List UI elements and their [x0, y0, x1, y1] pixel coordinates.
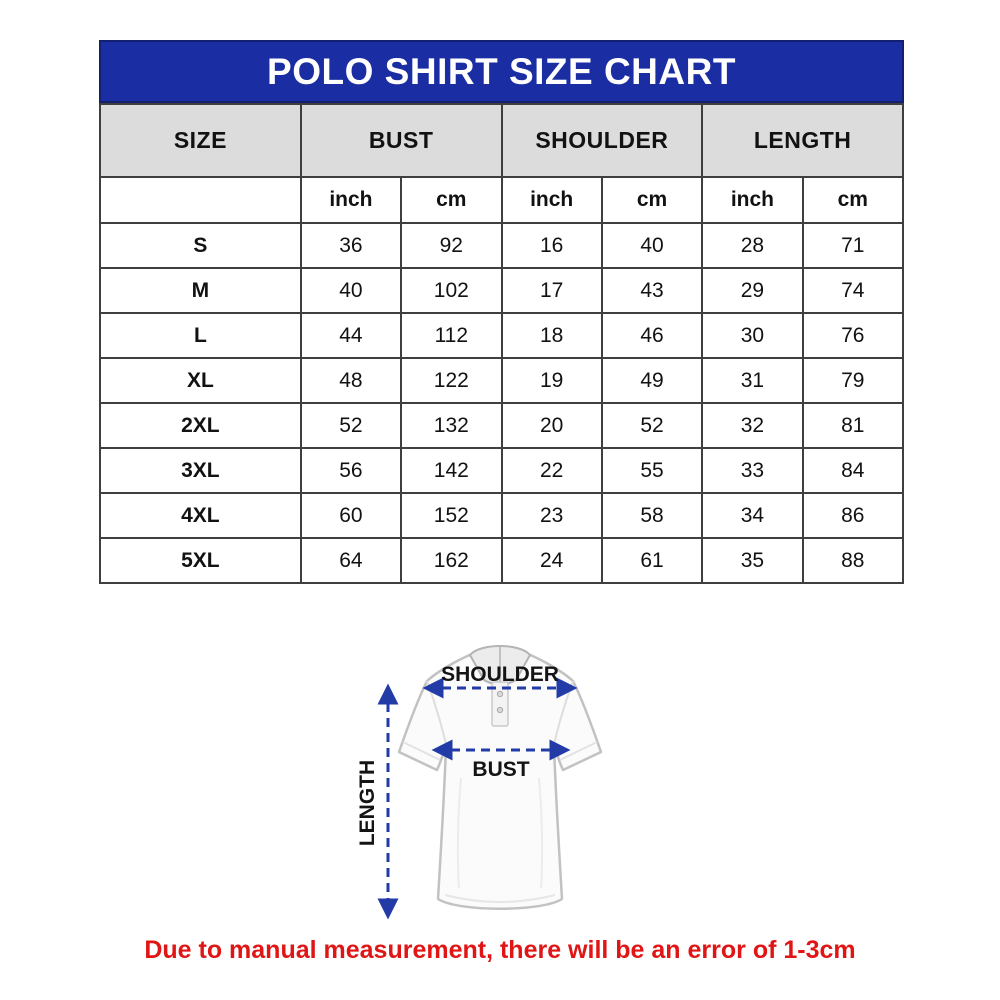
- column-header-length: LENGTH: [701, 103, 904, 178]
- size-chart-block: POLO SHIRT SIZE CHART SIZE BUST SHOULDER…: [99, 40, 905, 584]
- value-cell: 71: [801, 222, 905, 269]
- value-cell: 44: [299, 312, 403, 359]
- value-cell: 30: [701, 312, 804, 359]
- column-header-size: SIZE: [99, 103, 302, 178]
- value-cell: 23: [500, 492, 603, 539]
- size-cell: L: [99, 312, 302, 359]
- value-cell: 29: [701, 267, 804, 314]
- button: [496, 690, 504, 698]
- value-cell: 16: [500, 222, 603, 269]
- value-cell: 152: [400, 492, 503, 539]
- unit-cell: cm: [400, 176, 503, 224]
- table-row: 5XL 64 162 24 61 35 88: [99, 537, 905, 584]
- table-row: 4XL 60 152 23 58 34 86: [99, 492, 905, 539]
- page-title: POLO SHIRT SIZE CHART: [267, 50, 736, 92]
- value-cell: 76: [801, 312, 905, 359]
- size-cell: M: [99, 267, 302, 314]
- value-cell: 18: [500, 312, 603, 359]
- button: [496, 706, 504, 714]
- value-cell: 49: [600, 357, 704, 404]
- value-cell: 92: [400, 222, 503, 269]
- value-cell: 112: [400, 312, 503, 359]
- value-cell: 56: [299, 447, 403, 494]
- value-cell: 43: [600, 267, 704, 314]
- unit-cell: cm: [801, 176, 905, 224]
- value-cell: 58: [600, 492, 704, 539]
- unit-header-row: inch cm inch cm inch cm: [99, 176, 905, 224]
- value-cell: 36: [299, 222, 403, 269]
- size-chart-table: SIZE BUST SHOULDER LENGTH inch cm inch c…: [99, 103, 905, 584]
- table-row: L 44 112 18 46 30 76: [99, 312, 905, 359]
- value-cell: 102: [400, 267, 503, 314]
- value-cell: 48: [299, 357, 403, 404]
- shoulder-label: SHOULDER: [441, 663, 559, 686]
- table-row: 3XL 56 142 22 55 33 84: [99, 447, 905, 494]
- size-cell: XL: [99, 357, 302, 404]
- title-banner: POLO SHIRT SIZE CHART: [99, 40, 904, 103]
- value-cell: 24: [500, 537, 603, 584]
- unit-cell: cm: [600, 176, 704, 224]
- unit-cell: inch: [500, 176, 603, 224]
- value-cell: 52: [299, 402, 403, 449]
- polo-shirt-body: [397, 645, 603, 910]
- value-cell: 142: [400, 447, 503, 494]
- value-cell: 79: [801, 357, 905, 404]
- column-header-shoulder: SHOULDER: [500, 103, 704, 178]
- value-cell: 55: [600, 447, 704, 494]
- unit-cell-empty: [99, 176, 302, 224]
- table-row: XL 48 122 19 49 31 79: [99, 357, 905, 404]
- value-cell: 52: [600, 402, 704, 449]
- group-header-row: SIZE BUST SHOULDER LENGTH: [99, 103, 904, 178]
- value-cell: 35: [701, 537, 804, 584]
- value-cell: 81: [801, 402, 905, 449]
- size-cell: 4XL: [99, 492, 302, 539]
- value-cell: 84: [801, 447, 905, 494]
- value-cell: 88: [801, 537, 905, 584]
- value-cell: 22: [500, 447, 603, 494]
- size-cell: S: [99, 222, 302, 269]
- value-cell: 32: [701, 402, 804, 449]
- polo-shirt-illustration: SHOULDER BUST LENGTH: [356, 645, 603, 920]
- measurement-disclaimer: Due to manual measurement, there will be…: [144, 936, 856, 964]
- size-cell: 3XL: [99, 447, 302, 494]
- value-cell: 40: [600, 222, 704, 269]
- table-row: M 40 102 17 43 29 74: [99, 267, 905, 314]
- size-cell: 5XL: [99, 537, 302, 584]
- value-cell: 60: [299, 492, 403, 539]
- value-cell: 33: [701, 447, 804, 494]
- value-cell: 20: [500, 402, 603, 449]
- value-cell: 40: [299, 267, 403, 314]
- length-label: LENGTH: [356, 760, 379, 846]
- value-cell: 31: [701, 357, 804, 404]
- value-cell: 162: [400, 537, 503, 584]
- value-cell: 122: [400, 357, 503, 404]
- unit-cell: inch: [299, 176, 403, 224]
- column-header-bust: BUST: [299, 103, 503, 178]
- value-cell: 17: [500, 267, 603, 314]
- table-row: S 36 92 16 40 28 71: [99, 222, 905, 269]
- size-cell: 2XL: [99, 402, 302, 449]
- value-cell: 34: [701, 492, 804, 539]
- value-cell: 46: [600, 312, 704, 359]
- value-cell: 74: [801, 267, 905, 314]
- value-cell: 19: [500, 357, 603, 404]
- unit-cell: inch: [701, 176, 804, 224]
- value-cell: 28: [701, 222, 804, 269]
- bust-label: BUST: [472, 758, 529, 781]
- table-row: 2XL 52 132 20 52 32 81: [99, 402, 905, 449]
- value-cell: 132: [400, 402, 503, 449]
- value-cell: 86: [801, 492, 905, 539]
- value-cell: 61: [600, 537, 704, 584]
- value-cell: 64: [299, 537, 403, 584]
